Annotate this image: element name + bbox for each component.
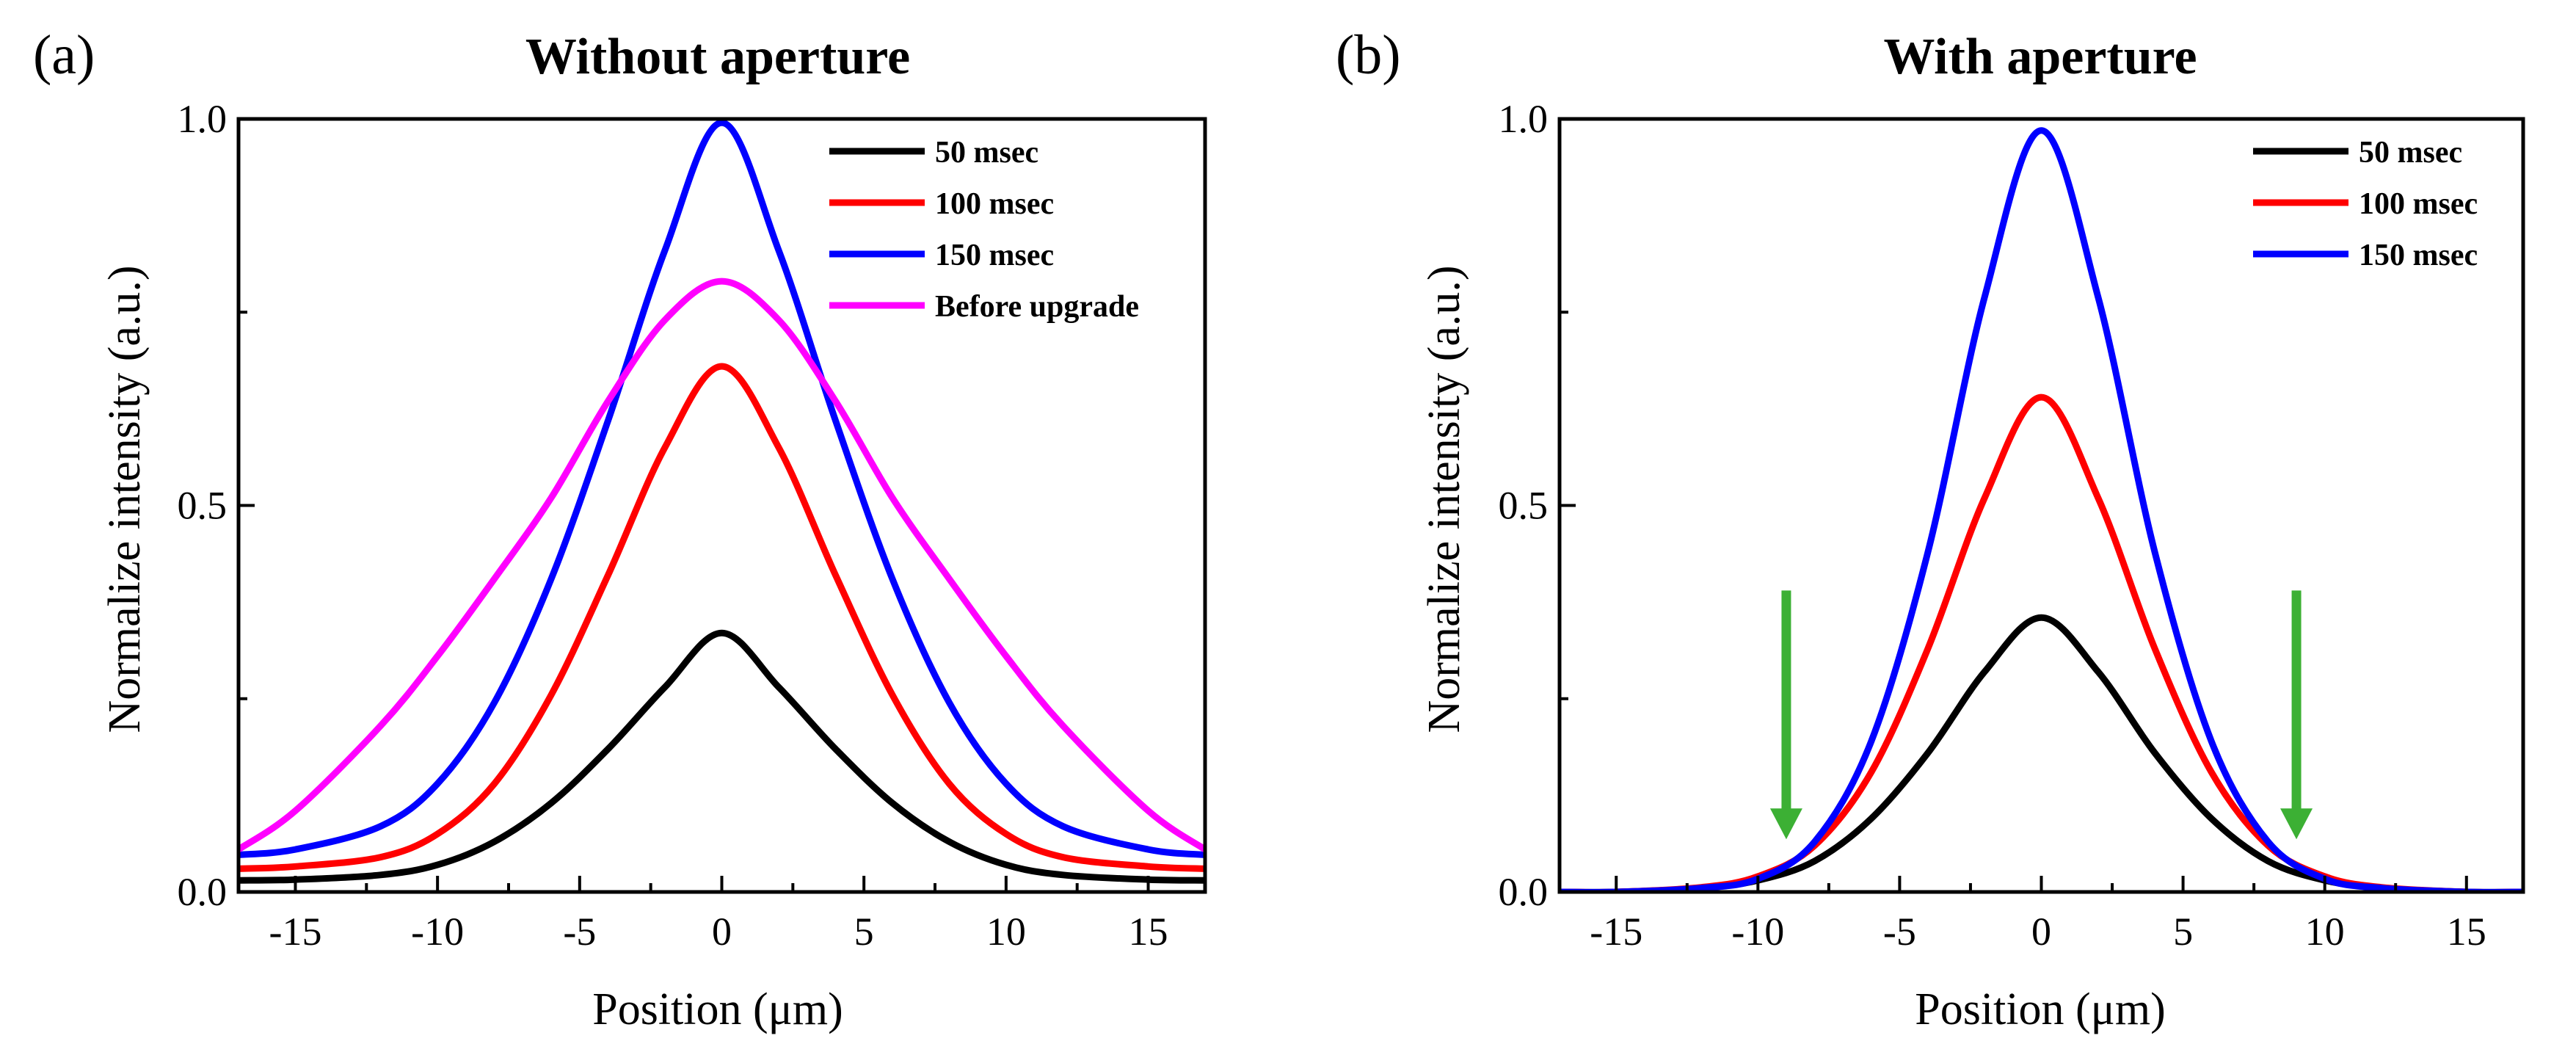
panel-b-x-tick-label: -15 [1590,910,1642,954]
panel-a-legend: 50 msec 100 msec 150 msec Before upgrade [829,136,1139,324]
panel-b-y-tick-label: 0.0 [1499,870,1549,914]
panel-a-chart: (a) Without aperture Position (μm) Norma… [33,24,1207,1034]
panel-b-series-50-msec-line [1560,614,2523,892]
panel-a-series-50-msec-line [239,629,1205,884]
panel-a-series-100-msec-line [239,363,1205,872]
panel-b-annotation-arrow-1 [1769,590,1802,840]
panel-a-legend-item: 150 msec [829,239,1054,272]
panel-b-title: With aperture [1883,29,2197,85]
panel-b-legend-item: 150 msec [2253,239,2478,272]
panel-a-legend-label: 100 msec [935,187,1054,221]
panel-b-x-tick-label: 10 [2305,910,2345,954]
panel-b-x-tick-label: 0 [2031,910,2051,954]
panel-a-legend-label: 150 msec [935,239,1054,272]
panel-a-x-tick-label: 15 [1129,910,1168,954]
panel-b-annotations [1769,590,2313,840]
panel-a-legend-item: 100 msec [829,187,1054,221]
panel-b-series-100-msec-line [1560,393,2523,892]
panel-a-plot-frame [236,117,1207,894]
panel-b-legend-label: 100 msec [2359,187,2478,221]
panel-a-y-tick-label: 0.5 [178,484,228,528]
panel-a-x-tick-label: -5 [563,910,596,954]
panel-a-legend-item: Before upgrade [829,290,1139,324]
panel-b-legend-item: 50 msec [2253,136,2462,170]
panel-a-axes: -15 -10 -5 0 5 10 15 0.0 0.5 1.0 [178,97,1207,954]
panel-b-label: (b) [1336,24,1401,86]
panel-b-y-tick-label: 1.0 [1499,97,1549,141]
panel-b-legend: 50 msec 100 msec 150 msec [2253,136,2478,272]
panel-a-y-tick-label: 0.0 [178,870,228,914]
panel-a-y-axis-label: Normalize intensity (a.u.) [100,265,150,733]
panel-a-x-tick-label: 5 [854,910,874,954]
panel-a-legend-label: Before upgrade [935,290,1139,324]
panel-b-legend-item: 100 msec [2253,187,2478,221]
panel-b-legend-label: 50 msec [2359,136,2462,170]
panel-a-x-tick-label: 0 [712,910,732,954]
panel-b-curves [1560,127,2523,892]
panel-b-x-tick-label: -5 [1883,910,1916,954]
panel-b-x-tick-label: 15 [2447,910,2486,954]
panel-b-y-axis-label: Normalize intensity (a.u.) [1419,265,1469,733]
panel-a-x-tick-label: 10 [986,910,1026,954]
panel-b-x-axis-label: Position (μm) [1915,984,2166,1034]
panel-b-annotation-arrow-2 [2280,590,2313,840]
panel-b-y-tick-label: 0.5 [1499,484,1549,528]
panel-a-label: (a) [33,24,95,86]
panel-a-curves [239,119,1205,884]
panel-a-legend-label: 50 msec [935,136,1038,170]
panel-a-x-tick-label: -15 [269,910,321,954]
panel-b-series-150-msec-line [1560,127,2523,892]
panel-b-plot-frame [1557,117,2525,894]
panel-b-x-tick-label: -10 [1731,910,1784,954]
panel-a-legend-item: 50 msec [829,136,1038,170]
panel-a-title: Without aperture [525,29,910,85]
panel-a-series-150-msec-line [239,119,1205,858]
panel-b-chart: (b) With aperture Position (μm) Normaliz… [1336,24,2525,1034]
panel-b-x-tick-label: 5 [2173,910,2193,954]
panel-a-x-tick-label: -10 [411,910,464,954]
panel-a-x-axis-label: Position (μm) [592,984,843,1034]
panel-b-axes: -15 -10 -5 0 5 10 15 0.0 0.5 1.0 [1499,97,2525,954]
panel-a-series-before-upgrade-line [239,277,1205,853]
panel-a-y-tick-label: 1.0 [178,97,228,141]
panel-b-legend-label: 150 msec [2359,239,2478,272]
